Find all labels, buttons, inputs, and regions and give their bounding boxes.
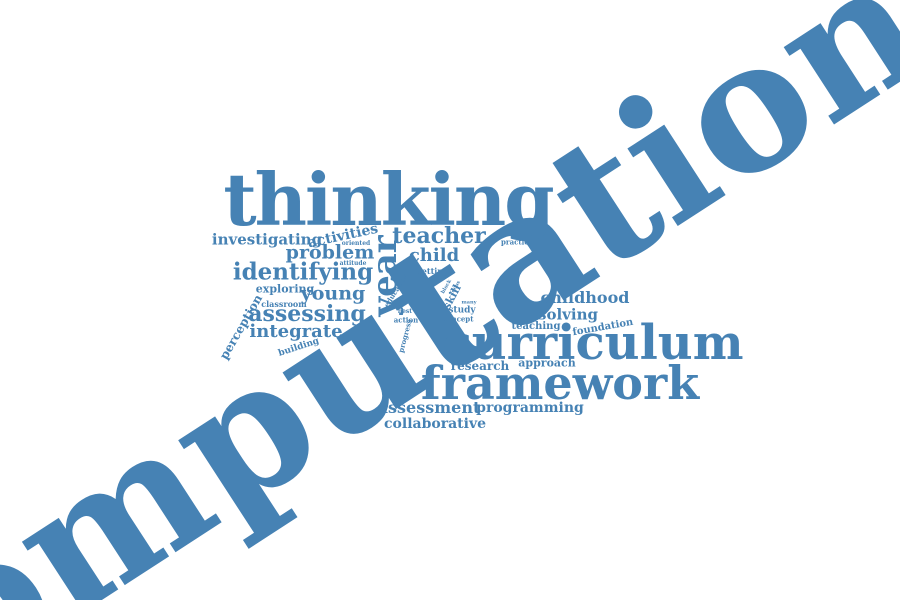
word-assessing: assessing: [248, 301, 366, 327]
word-collaborative: collaborative: [384, 416, 486, 432]
word-identifying: identifying: [232, 258, 374, 286]
word-many: many: [461, 299, 477, 306]
word-practice: practice: [501, 237, 533, 247]
word-study: study: [448, 305, 476, 316]
word-classroom: classroom: [261, 299, 307, 309]
word-concept: concept: [442, 314, 474, 324]
word-attitude: attitude: [339, 260, 367, 267]
word-programming: programming: [476, 400, 584, 416]
word-problem: problem: [285, 241, 375, 264]
word-action: action: [393, 315, 419, 325]
word-childhood: childhood: [540, 288, 630, 307]
word-child: child: [408, 245, 460, 266]
word-thinking: thinking: [223, 157, 554, 242]
word-teaching: teaching: [511, 321, 561, 332]
word-teacher: teacher: [392, 223, 486, 249]
word-setting: setting: [417, 266, 449, 276]
word-exploring: exploring: [255, 282, 315, 296]
word-best: best: [397, 308, 413, 315]
word-solving: solving: [538, 305, 598, 324]
word-young: young: [300, 282, 366, 305]
word-assessment: assessment: [377, 398, 481, 417]
word-research: research: [450, 359, 510, 373]
word-framework: framework: [420, 356, 700, 410]
word-oriented: oriented: [341, 240, 371, 247]
word-approach: approach: [518, 356, 576, 370]
word-integrate: integrate: [249, 321, 343, 342]
word-curriculum: curriculum: [442, 315, 744, 371]
word-investigating: investigating: [211, 230, 323, 249]
